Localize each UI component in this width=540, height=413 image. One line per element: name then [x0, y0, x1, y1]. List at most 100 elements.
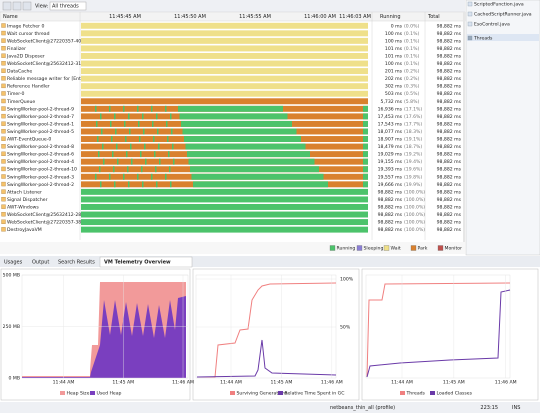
- fit-button[interactable]: [22, 1, 32, 11]
- thread-name[interactable]: SwingWorker-pool-2-thread-5: [7, 129, 74, 135]
- state-running: [170, 181, 172, 188]
- file-name[interactable]: ScriptedFunction.java: [474, 2, 524, 8]
- threads-line: [366, 282, 511, 378]
- thread-icon: [1, 212, 6, 217]
- time-header: 11:45:55 AM: [239, 14, 271, 20]
- thread-name[interactable]: SwingWorker-pool-2-thread-1: [7, 121, 74, 127]
- thread-name[interactable]: SwingWorker-pool-2-thread-8: [7, 144, 74, 150]
- tab-label[interactable]: Usages: [4, 260, 23, 266]
- state-running: [172, 143, 174, 150]
- state-running: [128, 181, 130, 188]
- state-wait: [81, 30, 368, 37]
- view-label: View:: [35, 4, 49, 10]
- view-combo[interactable]: [49, 1, 87, 11]
- thread-name[interactable]: Reliable message writer for [Ent: [7, 76, 81, 82]
- thread-name[interactable]: Timer-0: [6, 91, 24, 97]
- zoom-in-button[interactable]: [2, 1, 12, 11]
- state-wait: [81, 75, 368, 82]
- running-time: 18,907 ms: [378, 137, 403, 143]
- thread-name[interactable]: WebSocketClient@25632412-31: [7, 61, 81, 67]
- file-name[interactable]: EsoControl.java: [474, 22, 510, 28]
- state-running: [154, 151, 156, 158]
- thread-name[interactable]: TimerQueue: [6, 99, 35, 105]
- state-running: [179, 113, 288, 120]
- x-tick-label: 11:44 AM: [220, 380, 242, 386]
- state-running: [141, 166, 143, 173]
- state-running: [142, 113, 144, 120]
- thread-name[interactable]: Attach Listener: [7, 189, 42, 195]
- file-icon: [467, 11, 473, 17]
- state-running: [363, 120, 368, 127]
- state-running: [112, 151, 114, 158]
- state-running: [363, 128, 368, 135]
- thread-name[interactable]: DestroyJavaVM: [7, 227, 42, 233]
- tab-bar: [0, 256, 540, 267]
- zoom-out-button[interactable]: [12, 1, 22, 11]
- running-time: 98,882 ms: [378, 204, 403, 210]
- legend-label: Monitor: [445, 246, 463, 252]
- thread-icon: [1, 23, 6, 28]
- running-time: 202 ms: [385, 76, 403, 82]
- thread-name[interactable]: Image Fetcher 0: [7, 23, 44, 29]
- thread-name[interactable]: AWT-Windows: [7, 204, 39, 210]
- running-time: 503 ms: [385, 91, 403, 97]
- thread-name[interactable]: Reference Handler: [7, 84, 50, 90]
- thread-name[interactable]: SwingWorker-pool-2-thread-7: [7, 114, 74, 120]
- tab-label[interactable]: VM Telemetry Overview: [104, 260, 171, 266]
- thread-icon: [1, 83, 6, 89]
- running-percent: (19.9%): [404, 182, 422, 188]
- thread-name[interactable]: Signal Dispatcher: [7, 197, 48, 203]
- state-running: [129, 128, 131, 135]
- file-name[interactable]: CachedScriptRunner.java: [474, 12, 532, 18]
- threads-item-bg: [467, 34, 539, 41]
- running-time: 19,155 ms: [378, 159, 403, 165]
- time-header: 11:46:00 AM: [304, 14, 336, 20]
- running-time: 98,882 ms: [378, 227, 403, 233]
- total-time: 98,882 ms: [437, 121, 462, 127]
- state-wait: [81, 37, 368, 44]
- thread-name[interactable]: SwingWorker-pool-2-thread-4: [7, 159, 74, 165]
- thread-name[interactable]: DataCache: [7, 69, 32, 75]
- tab-label[interactable]: Output: [32, 260, 49, 266]
- state-running: [153, 136, 155, 142]
- thread-name[interactable]: SwingWorker-pool-2-thread-3: [7, 174, 74, 180]
- state-running: [363, 136, 368, 142]
- state-running: [363, 113, 368, 120]
- running-percent: (18.3%): [404, 129, 422, 135]
- scrollbar[interactable]: [463, 12, 465, 242]
- thread-name[interactable]: SwingWorker-pool-2-thread-6: [7, 152, 74, 158]
- state-running: [117, 158, 119, 165]
- thread-name[interactable]: WebSocketClient@25632412-28-s: [7, 212, 86, 218]
- thread-name[interactable]: SwingWorker-pool-2-thread-10: [7, 167, 77, 173]
- thread-icon: [1, 46, 6, 51]
- thread-name[interactable]: WebSocketClient@27220357-40: [7, 38, 81, 44]
- x-tick-label: 11:46 AM: [495, 380, 517, 386]
- state-running: [155, 166, 157, 173]
- state-running: [168, 151, 170, 158]
- thread-name[interactable]: SwingWorker-pool-2-thread-2: [7, 182, 74, 188]
- legend-label: Wait: [391, 246, 401, 252]
- thread-name[interactable]: WebSocketClient@27220357-38-s: [7, 220, 86, 226]
- plot-area: [365, 274, 511, 379]
- thread-name[interactable]: Java2D Disposer: [6, 53, 45, 59]
- state-running: [159, 158, 161, 165]
- state-running: [127, 166, 129, 173]
- thread-name[interactable]: Finalizer: [7, 46, 26, 52]
- thread-name[interactable]: SwingWorker-pool-2-thread-9: [7, 106, 74, 112]
- thread-name[interactable]: Wait cursor thread: [7, 31, 50, 37]
- state-running: [137, 173, 139, 180]
- thread-name[interactable]: AWT-EventQueue-0: [7, 137, 51, 143]
- y-tick-label: 0 MB: [9, 376, 21, 382]
- legend-label: Heap Size: [67, 391, 90, 397]
- legend-label: Running: [337, 246, 356, 252]
- file-name[interactable]: Threads: [473, 36, 493, 42]
- state-running: [97, 136, 99, 142]
- running-percent: (0.1%): [404, 46, 419, 52]
- tab-label[interactable]: Search Results: [58, 260, 95, 266]
- running-time: 19,393 ms: [378, 167, 403, 173]
- state-running: [151, 105, 153, 112]
- state-running: [81, 219, 368, 226]
- status-mode: INS: [512, 405, 520, 411]
- running-percent: (0.1%): [404, 38, 419, 44]
- running-percent: (17.1%): [404, 106, 422, 112]
